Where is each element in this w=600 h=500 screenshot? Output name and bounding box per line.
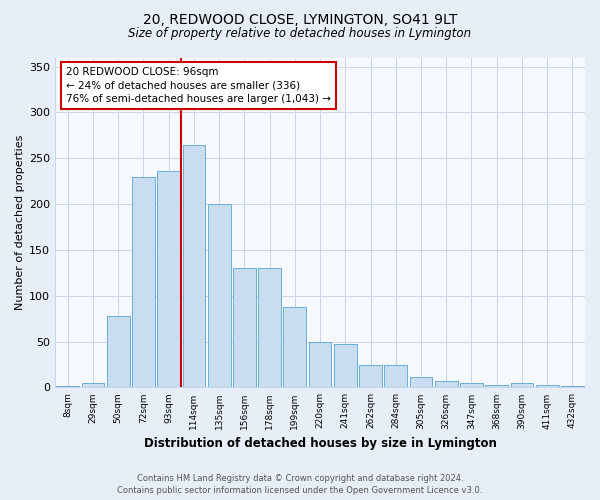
Bar (157, 171, 180, 388)
X-axis label: Distribution of detached houses by size in Lymington: Distribution of detached houses by size … (143, 437, 497, 450)
Y-axis label: Number of detached properties: Number of detached properties (15, 135, 25, 310)
Bar (511, 383, 533, 388)
Bar (56, 386, 79, 388)
Bar (460, 383, 483, 388)
Text: 20 REDWOOD CLOSE: 96sqm
← 24% of detached houses are smaller (336)
76% of semi-d: 20 REDWOOD CLOSE: 96sqm ← 24% of detache… (66, 68, 331, 104)
Bar (561, 386, 584, 388)
Text: 20, REDWOOD CLOSE, LYMINGTON, SO41 9LT: 20, REDWOOD CLOSE, LYMINGTON, SO41 9LT (143, 12, 457, 26)
Bar (208, 204, 230, 388)
Bar (435, 381, 458, 388)
Bar (82, 383, 104, 388)
Bar (334, 344, 356, 388)
Text: Contains HM Land Registry data © Crown copyright and database right 2024.
Contai: Contains HM Land Registry data © Crown c… (118, 474, 482, 495)
Bar (410, 378, 433, 388)
Bar (258, 268, 281, 388)
Text: Size of property relative to detached houses in Lymington: Size of property relative to detached ho… (128, 28, 472, 40)
Bar (132, 176, 155, 388)
Bar (283, 307, 306, 388)
Bar (107, 316, 130, 388)
Bar (536, 384, 559, 388)
Bar (182, 144, 205, 388)
Bar (309, 342, 331, 388)
Bar (359, 364, 382, 388)
Bar (233, 268, 256, 388)
Bar (485, 384, 508, 388)
Bar (385, 364, 407, 388)
